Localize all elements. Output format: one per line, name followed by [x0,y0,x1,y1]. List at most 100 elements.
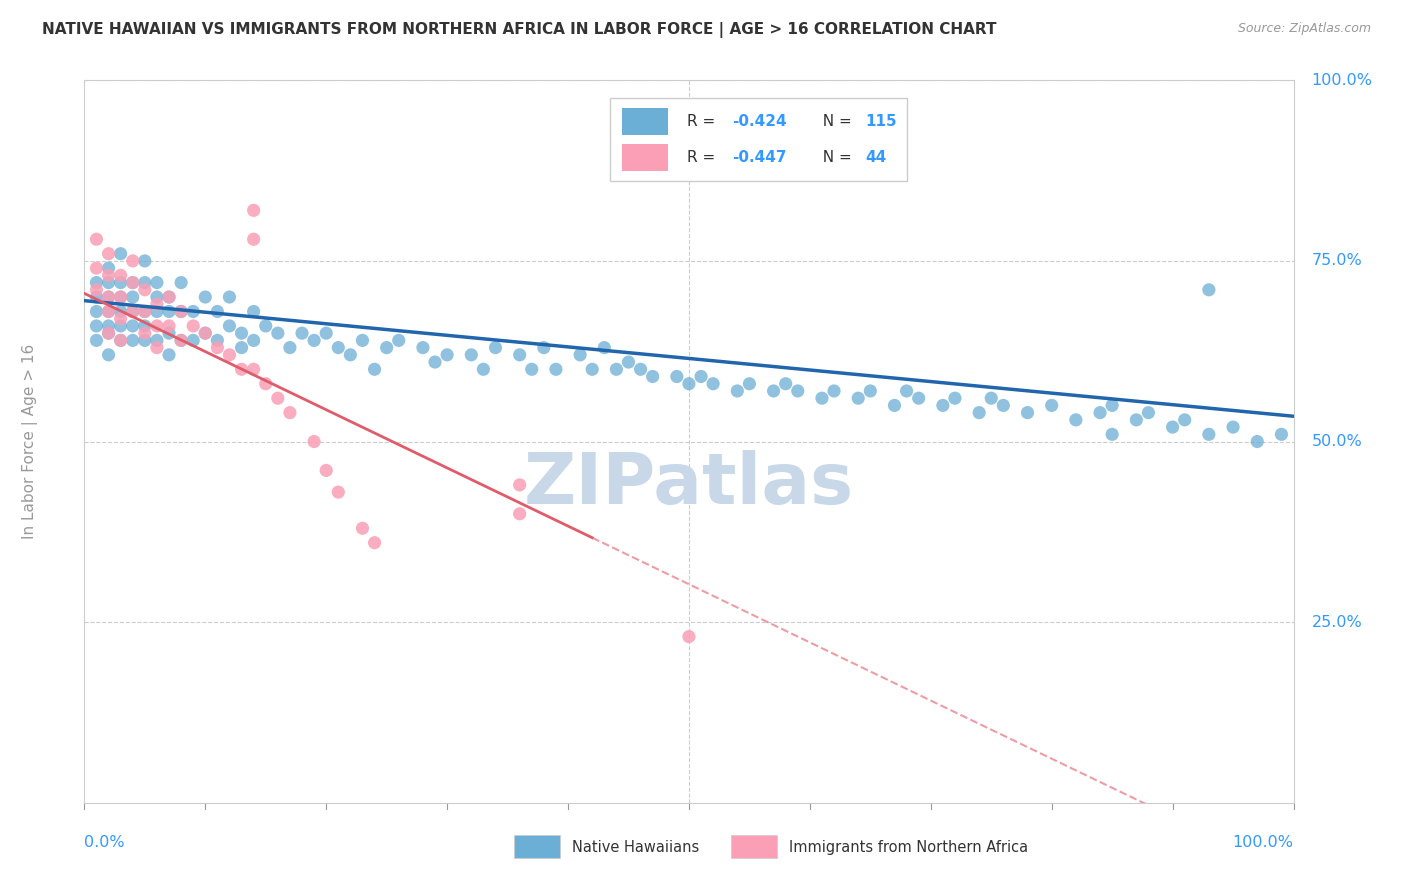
Point [375,341,398,355]
Text: ZIPatlas: ZIPatlas [524,450,853,519]
Point [134,283,156,297]
Point [134,326,156,340]
Point [896,384,918,398]
FancyBboxPatch shape [623,144,668,171]
Point [617,355,640,369]
Point [509,478,531,492]
Point [121,304,143,318]
Point [146,318,169,333]
Text: 115: 115 [866,114,897,129]
Text: 50.0%: 50.0% [1312,434,1362,449]
Point [97,268,120,283]
Text: 100.0%: 100.0% [1312,73,1372,87]
Point [278,406,301,420]
Point [509,507,531,521]
Point [1101,427,1123,442]
Point [97,290,120,304]
Point [846,391,869,405]
Point [254,376,277,391]
Point [1198,427,1220,442]
Point [170,334,193,348]
Point [509,348,531,362]
Text: 0.0%: 0.0% [84,835,125,850]
Point [97,348,120,362]
Point [665,369,688,384]
Point [97,304,120,318]
Point [302,434,325,449]
Point [460,348,482,362]
Point [157,326,180,340]
Text: 25.0%: 25.0% [1312,615,1362,630]
Point [97,290,120,304]
Point [593,341,616,355]
Point [134,276,156,290]
Point [328,341,350,355]
Point [242,304,264,318]
Point [181,304,204,318]
Point [97,304,120,318]
Point [134,253,156,268]
Point [231,341,253,355]
Point [581,362,603,376]
Point [110,334,132,348]
Point [157,304,180,318]
Text: Source: ZipAtlas.com: Source: ZipAtlas.com [1237,22,1371,36]
Point [218,348,240,362]
Point [412,341,434,355]
Point [121,253,143,268]
Text: R =: R = [686,114,720,129]
Point [1222,420,1244,434]
Point [315,463,337,477]
Point [207,334,229,348]
Point [423,355,446,369]
Point [967,406,990,420]
Point [134,318,156,333]
Point [194,326,217,340]
Point [134,334,156,348]
Point [207,304,229,318]
Point [146,290,169,304]
Text: In Labor Force | Age > 16: In Labor Force | Age > 16 [22,344,38,539]
Point [110,276,132,290]
Point [823,384,845,398]
Point [110,290,132,304]
Point [267,326,290,340]
Point [194,290,217,304]
Point [110,311,132,326]
Point [484,341,506,355]
Point [157,348,180,362]
Point [436,348,458,362]
Point [254,318,277,333]
Point [352,334,374,348]
Point [86,276,108,290]
Point [738,376,761,391]
Point [97,326,120,340]
Point [121,276,143,290]
Point [121,304,143,318]
Point [993,398,1015,412]
Point [110,290,132,304]
Point [1161,420,1184,434]
Point [86,334,108,348]
Point [97,276,120,290]
Point [1040,398,1063,412]
Text: 100.0%: 100.0% [1233,835,1294,850]
Text: N =: N = [814,114,858,129]
Point [1101,398,1123,412]
Point [242,362,264,376]
Point [1064,413,1087,427]
Point [859,384,882,398]
Point [86,318,108,333]
Point [1137,406,1160,420]
Point [811,391,834,405]
Point [146,304,169,318]
Point [786,384,808,398]
Point [1017,406,1039,420]
Point [121,334,143,348]
Point [267,391,290,405]
Point [533,341,555,355]
Point [302,334,325,348]
Text: NATIVE HAWAIIAN VS IMMIGRANTS FROM NORTHERN AFRICA IN LABOR FORCE | AGE > 16 COR: NATIVE HAWAIIAN VS IMMIGRANTS FROM NORTH… [42,22,997,38]
Point [121,276,143,290]
Point [641,369,664,384]
